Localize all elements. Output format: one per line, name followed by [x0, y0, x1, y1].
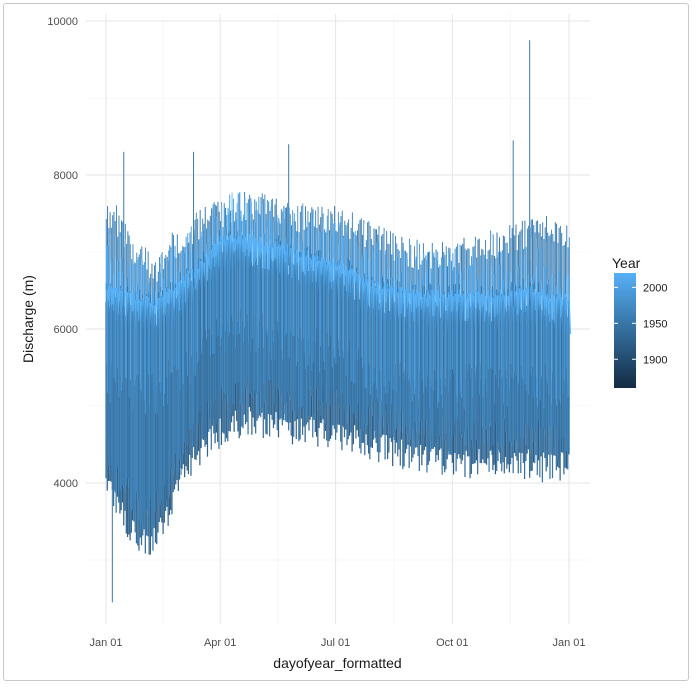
x-tick-label: Oct 01	[436, 637, 468, 649]
plot-frame	[3, 3, 689, 681]
x-tick-label: Apr 01	[204, 637, 236, 649]
series-lines	[105, 40, 571, 603]
y-axis-ticks: 4000 6000 8000 10000	[47, 16, 78, 490]
legend-tick-label: 2000	[643, 282, 667, 294]
x-tick-label: Jan 01	[552, 637, 585, 649]
legend-title: Year	[612, 255, 641, 271]
y-tick-label: 8000	[54, 170, 78, 182]
y-tick-label: 4000	[54, 478, 78, 490]
y-tick-label: 10000	[47, 16, 78, 28]
x-axis-label: dayofyear_formatted	[273, 655, 401, 671]
legend-tick-label: 1950	[643, 318, 667, 330]
y-tick-label: 6000	[54, 324, 78, 336]
legend-color-bar	[614, 273, 636, 388]
legend: Year 1900 1950 2000	[612, 255, 667, 388]
series-line	[568, 294, 571, 335]
x-axis-ticks: Jan 01 Apr 01 Jul 01 Oct 01 Jan 01	[89, 637, 585, 649]
legend-ticks: 1900 1950 2000	[614, 282, 667, 366]
y-axis-label: Discharge (m)	[20, 275, 36, 363]
x-tick-label: Jul 01	[321, 637, 350, 649]
legend-tick-label: 1900	[643, 354, 667, 366]
x-tick-label: Jan 01	[89, 637, 122, 649]
